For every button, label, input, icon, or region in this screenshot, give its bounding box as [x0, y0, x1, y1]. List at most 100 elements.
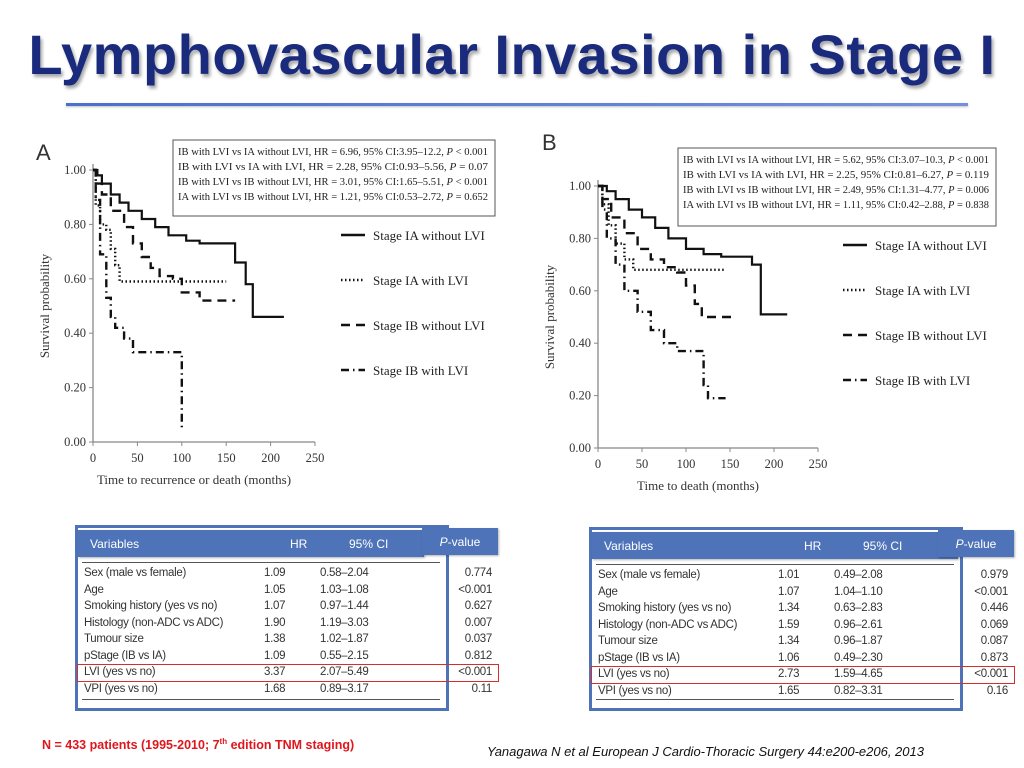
stats-text: IB with LVI vs IA with LVI, HR = 2.28, 9… — [178, 162, 450, 173]
y-tick-label: 0.00 — [64, 435, 86, 449]
table-row-highlighted: LVI (yes vs no) 2.73 1.59–4.65 <0.001 — [591, 666, 1015, 684]
row-hr: 1.06 — [778, 651, 800, 664]
row-p-value: 0.11 — [471, 682, 493, 695]
legend-label: Stage IA without LVI — [373, 228, 485, 243]
row-hr: 1.34 — [778, 635, 800, 647]
title-underline — [66, 103, 968, 106]
row-variable: Sex (male vs female) — [598, 569, 701, 581]
y-tick-label: 0.40 — [64, 326, 86, 340]
stats-p: P — [947, 155, 954, 166]
row-hr: 3.37 — [264, 666, 286, 678]
stats-box — [172, 139, 496, 217]
note-suffix: edition TNM staging) — [227, 738, 355, 753]
series-line-4 — [598, 184, 726, 400]
stats-line: IB with LVI vs IA with LVI, HR = 2.28, 9… — [178, 162, 488, 173]
row-variable: VPI (yes vs no) — [84, 682, 158, 695]
cox-table-b: Variables HR 95% CI P-value Sex (male vs… — [591, 530, 1015, 708]
y-tick-label: 0.40 — [569, 336, 591, 350]
row-hr: 1.09 — [264, 567, 286, 579]
row-variable: Age — [84, 583, 104, 596]
series-line-1 — [598, 184, 788, 316]
row-p-value: <0.001 — [458, 583, 492, 596]
citation: Yanagawa N et al European J Cardio-Thora… — [487, 744, 924, 759]
stats-value: = 0.07 — [456, 162, 488, 173]
stats-p: P — [448, 162, 456, 173]
row-ci: 0.96–1.87 — [834, 635, 883, 647]
row-p-value: 0.087 — [980, 635, 1009, 647]
stats-text: IB with LVI vs IA with LVI, HR = 2.25, 9… — [683, 170, 947, 181]
table-row: pStage (IB vs IA) 1.06 0.49–2.30 0.873 — [592, 651, 1014, 667]
row-variable: Tumour size — [84, 633, 144, 645]
row-variable: pStage (IB vs IA) — [598, 651, 680, 664]
row-hr: 1.34 — [778, 602, 800, 614]
row-hr: 1.01 — [778, 569, 800, 581]
x-tick-label: 200 — [765, 457, 784, 471]
row-variable: Histology (non-ADC vs ADC) — [598, 618, 738, 631]
x-tick-label: 250 — [809, 457, 828, 471]
row-hr: 1.59 — [778, 618, 800, 631]
stats-value: = 0.652 — [453, 192, 488, 203]
header-hr: HR — [804, 539, 822, 553]
table-row: Age 1.05 1.03–1.08 <0.001 — [78, 583, 498, 599]
legend-label: Stage IB without LVI — [875, 328, 987, 343]
row-ci: 1.02–1.87 — [320, 633, 369, 645]
panel-letter: B — [542, 130, 557, 155]
row-variable: VPI (yes vs no) — [598, 684, 672, 697]
x-axis-label: Time to death (months) — [637, 478, 759, 493]
x-tick-label: 250 — [306, 451, 325, 465]
row-ci: 0.55–2.15 — [320, 649, 369, 662]
row-p-value: 0.16 — [986, 684, 1008, 697]
stats-line: IB with LVI vs IB without LVI, HR = 3.01… — [178, 177, 488, 188]
table-rule-top — [596, 564, 954, 565]
x-tick-label: 50 — [131, 451, 144, 465]
row-p-value: 0.069 — [980, 618, 1009, 631]
table-rule-top — [82, 562, 440, 563]
table-header: Variables HR 95% CI — [592, 532, 958, 559]
stats-p: P — [446, 192, 454, 203]
row-variable: Age — [598, 585, 618, 598]
row-variable: Tumour size — [598, 635, 658, 647]
table-row: Histology (non-ADC vs ADC) 1.90 1.19–3.03 0… — [78, 616, 498, 632]
series-line-1 — [93, 168, 284, 318]
legend-label: Stage IA with LVI — [875, 283, 970, 298]
series-line-4 — [93, 168, 183, 432]
x-tick-label: 100 — [172, 451, 191, 465]
row-p-value: 0.007 — [464, 616, 493, 629]
header-p-italic: P — [955, 537, 964, 551]
header-ci: 95% CI — [863, 539, 903, 553]
y-tick-label: 0.60 — [569, 284, 591, 298]
x-tick-label: 0 — [90, 451, 96, 465]
row-hr: 1.68 — [264, 682, 286, 695]
row-hr: 1.05 — [264, 583, 286, 596]
x-tick-label: 150 — [217, 451, 236, 465]
row-variable: Smoking history (yes vs no) — [598, 602, 732, 614]
y-tick-label: 0.80 — [64, 217, 86, 231]
stats-line: IB with LVI vs IA with LVI, HR = 2.25, 9… — [683, 170, 989, 181]
row-hr: 1.07 — [778, 585, 800, 598]
row-p-value: 0.979 — [980, 569, 1009, 581]
row-hr: 1.38 — [264, 633, 286, 645]
legend-label: Stage IA without LVI — [875, 238, 987, 253]
table-rule-bottom — [596, 699, 954, 700]
slide-title: Lymphovascular Invasion in Stage I — [28, 23, 996, 86]
row-p-value: 0.627 — [464, 600, 493, 612]
table-row: Age 1.07 1.04–1.10 <0.001 — [592, 585, 1014, 601]
cox-table-a: Variables HR 95% CI P-value Sex (male vs… — [77, 528, 499, 708]
row-variable: Histology (non-ADC vs ADC) — [84, 616, 224, 629]
stats-text: IA with LVI vs IB without LVI, HR = 1.21… — [178, 192, 447, 203]
row-ci: 0.89–3.17 — [320, 682, 369, 695]
patient-note: N = 433 patients (1995-2010; 7th edition… — [42, 737, 354, 752]
x-tick-label: 150 — [721, 457, 740, 471]
y-tick-label: 1.00 — [64, 163, 86, 177]
x-tick-label: 200 — [261, 451, 280, 465]
row-variable: LVI (yes vs no) — [598, 668, 670, 680]
series-line-2 — [93, 168, 227, 283]
stats-value: < 0.001 — [453, 177, 488, 188]
km-chart-a: A 0.00 0.20 0.40 0.60 0.80 1.00 0 50 100 150 200 250… — [36, 139, 496, 487]
header-p-rest: -value — [447, 535, 481, 549]
row-hr: 2.73 — [778, 668, 800, 680]
row-variable: Smoking history (yes vs no) — [84, 600, 218, 612]
stats-text: IB with LVI vs IA without LVI, HR = 5.62… — [683, 155, 948, 166]
y-tick-label: 0.80 — [569, 231, 591, 245]
stats-text: IB with LVI vs IB without LVI, HR = 3.01… — [178, 177, 447, 188]
